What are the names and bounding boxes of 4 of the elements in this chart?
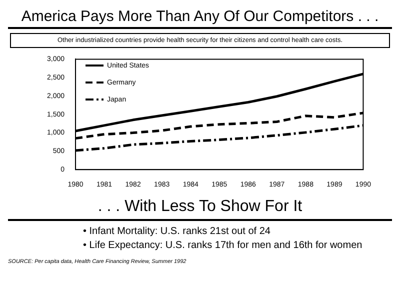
chart-title: America Pays More Than Any Of Our Competitors . . . [8, 8, 392, 29]
text: . . . With Less To Show For It [8, 198, 392, 221]
text: • Infant Mortality: U.S. ranks 21st out of 24 [83, 226, 272, 237]
text: • Life Expectancy: U.S. ranks 17th for men and 16th for women [83, 240, 364, 251]
